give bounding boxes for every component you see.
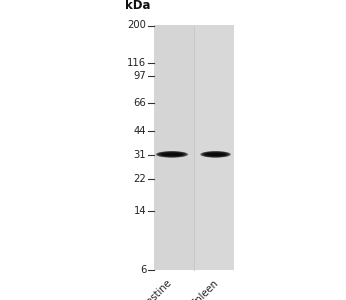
Ellipse shape (200, 151, 231, 158)
Ellipse shape (159, 152, 185, 157)
Ellipse shape (203, 152, 228, 157)
Ellipse shape (201, 151, 230, 158)
Ellipse shape (159, 152, 185, 157)
Text: 31: 31 (134, 151, 146, 160)
Ellipse shape (157, 152, 186, 157)
Text: 6: 6 (140, 265, 146, 275)
Ellipse shape (157, 152, 187, 157)
Ellipse shape (201, 152, 230, 157)
Ellipse shape (202, 152, 229, 157)
Text: 14: 14 (134, 206, 146, 216)
Ellipse shape (200, 151, 231, 158)
Text: 116: 116 (127, 58, 146, 68)
Ellipse shape (160, 152, 184, 157)
Bar (194, 26, 234, 270)
Ellipse shape (202, 152, 229, 157)
Ellipse shape (156, 151, 188, 158)
Text: 44: 44 (134, 126, 146, 136)
Ellipse shape (161, 153, 183, 156)
Ellipse shape (204, 153, 227, 156)
Ellipse shape (159, 152, 185, 157)
Ellipse shape (156, 151, 188, 158)
Ellipse shape (202, 152, 229, 157)
Ellipse shape (158, 152, 186, 157)
Ellipse shape (201, 151, 230, 158)
Ellipse shape (200, 151, 231, 158)
Ellipse shape (160, 152, 184, 157)
Ellipse shape (201, 152, 230, 158)
Ellipse shape (155, 151, 188, 158)
Ellipse shape (157, 152, 186, 157)
Ellipse shape (201, 151, 230, 158)
Ellipse shape (158, 152, 186, 157)
Ellipse shape (156, 151, 188, 158)
Text: Spleen: Spleen (190, 278, 221, 300)
Ellipse shape (157, 152, 187, 158)
Ellipse shape (204, 152, 227, 157)
Ellipse shape (202, 152, 229, 157)
Ellipse shape (201, 152, 230, 157)
Ellipse shape (203, 152, 228, 157)
Ellipse shape (203, 152, 228, 157)
Ellipse shape (156, 151, 188, 158)
Ellipse shape (159, 152, 185, 157)
Ellipse shape (204, 152, 227, 157)
Text: 22: 22 (134, 174, 146, 184)
Text: Intestine: Intestine (136, 278, 174, 300)
Ellipse shape (156, 151, 188, 158)
Ellipse shape (159, 152, 185, 157)
Ellipse shape (157, 151, 187, 158)
Ellipse shape (158, 152, 185, 157)
Ellipse shape (158, 152, 186, 157)
Ellipse shape (203, 152, 228, 157)
Text: kDa: kDa (125, 0, 151, 12)
Text: 200: 200 (127, 20, 146, 31)
Ellipse shape (204, 152, 227, 157)
Ellipse shape (203, 152, 228, 157)
Ellipse shape (202, 152, 229, 157)
Ellipse shape (158, 152, 185, 157)
Ellipse shape (201, 151, 230, 158)
Ellipse shape (203, 152, 228, 157)
Text: 97: 97 (134, 71, 146, 81)
Ellipse shape (203, 152, 228, 157)
Ellipse shape (202, 152, 229, 157)
Ellipse shape (160, 152, 184, 157)
Ellipse shape (200, 151, 231, 158)
Ellipse shape (157, 152, 187, 157)
Ellipse shape (158, 152, 186, 157)
Text: 66: 66 (134, 98, 146, 108)
Ellipse shape (156, 151, 188, 158)
Bar (154, 26, 194, 270)
